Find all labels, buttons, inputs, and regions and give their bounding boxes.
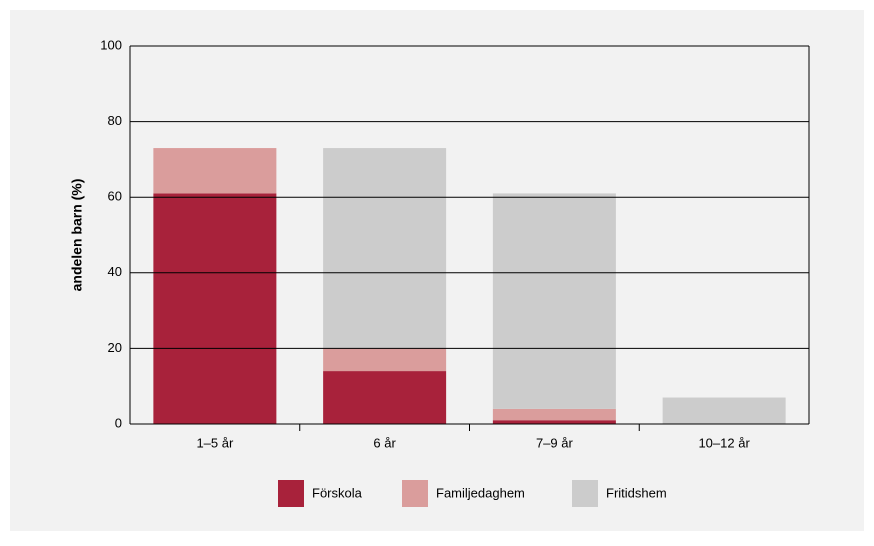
y-tick-label: 60 [108, 189, 122, 204]
bar-segment [492, 193, 616, 409]
legend-swatch [572, 480, 598, 507]
legend-swatch [402, 480, 428, 507]
x-tick-label: 6 år [373, 435, 396, 450]
y-tick-label: 100 [100, 37, 122, 52]
y-tick-label: 40 [108, 264, 122, 279]
bar-segment [153, 148, 277, 194]
x-tick-label: 1–5 år [196, 435, 234, 450]
bar-segment [662, 397, 786, 424]
bar-segment [323, 348, 447, 372]
x-tick-label: 7–9 år [536, 435, 574, 450]
y-tick-label: 20 [108, 340, 122, 355]
y-axis-label: andelen barn (%) [69, 179, 85, 292]
legend-label: Fritidshem [606, 485, 667, 500]
y-tick-label: 80 [108, 113, 122, 128]
legend-label: Förskola [312, 485, 363, 500]
bar-segment [323, 371, 447, 424]
legend-swatch [278, 480, 304, 507]
bar-segment [323, 148, 447, 349]
bar-segment [153, 193, 277, 424]
y-tick-label: 0 [115, 415, 122, 430]
x-tick-label: 10–12 år [698, 435, 750, 450]
bar-segment [492, 408, 616, 421]
legend-label: Familjedaghem [436, 485, 525, 500]
bar-segment [492, 420, 616, 424]
